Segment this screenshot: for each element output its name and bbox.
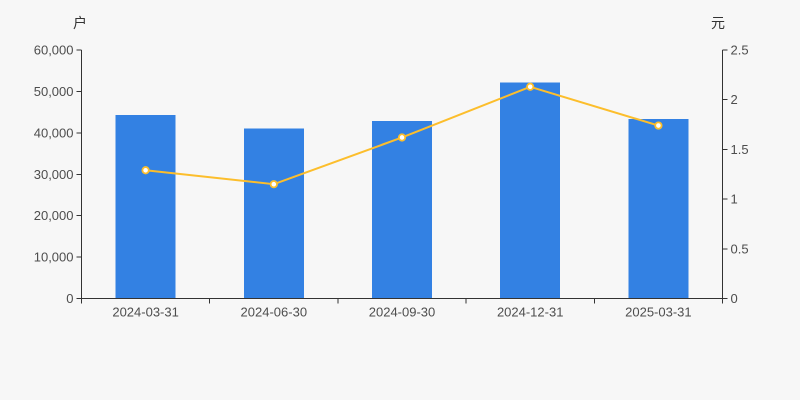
x-axis-label-2024-12-31: 2024-12-31 <box>497 305 564 320</box>
right-axis-unit-label: 元 <box>711 15 725 31</box>
right-axis-tick-label: 1 <box>731 192 738 207</box>
x-axis-label-2024-03-31: 2024-03-31 <box>112 305 179 320</box>
line-point-2024-12-31[interactable] <box>526 82 535 91</box>
left-axis-tick-label: 0 <box>66 291 73 306</box>
x-axis-label-2024-09-30: 2024-09-30 <box>369 305 436 320</box>
left-axis-unit-label: 户 <box>73 15 87 31</box>
right-axis-tick-label: 1.5 <box>731 142 749 157</box>
right-axis-tick-label: 2 <box>731 92 738 107</box>
x-axis-label-2024-06-30: 2024-06-30 <box>241 305 308 320</box>
left-axis-tick-label: 40,000 <box>34 125 74 140</box>
left-axis-tick-label: 50,000 <box>34 84 74 99</box>
bar-2024-03-31[interactable] <box>115 115 176 299</box>
left-axis-tick-label: 20,000 <box>34 208 74 223</box>
left-axis-tick-label: 60,000 <box>34 43 74 58</box>
bar-2024-06-30[interactable] <box>243 128 304 299</box>
bar-2024-09-30[interactable] <box>372 120 432 299</box>
right-axis-tick-label: 0 <box>731 291 738 306</box>
bar-2025-03-31[interactable] <box>628 118 689 299</box>
line-point-2024-03-31[interactable] <box>141 166 150 175</box>
left-axis-tick-label: 10,000 <box>34 250 74 265</box>
right-axis-tick-label: 0.5 <box>731 241 749 256</box>
x-axis-label-2025-03-31: 2025-03-31 <box>625 305 692 320</box>
left-axis-tick-label: 30,000 <box>34 167 74 182</box>
line-point-2024-09-30[interactable] <box>397 133 407 142</box>
bar-2024-12-31[interactable] <box>500 82 561 299</box>
line-point-2025-03-31[interactable] <box>654 121 663 130</box>
line-point-2024-06-30[interactable] <box>269 180 278 189</box>
right-axis-tick-label: 2.5 <box>731 43 749 58</box>
